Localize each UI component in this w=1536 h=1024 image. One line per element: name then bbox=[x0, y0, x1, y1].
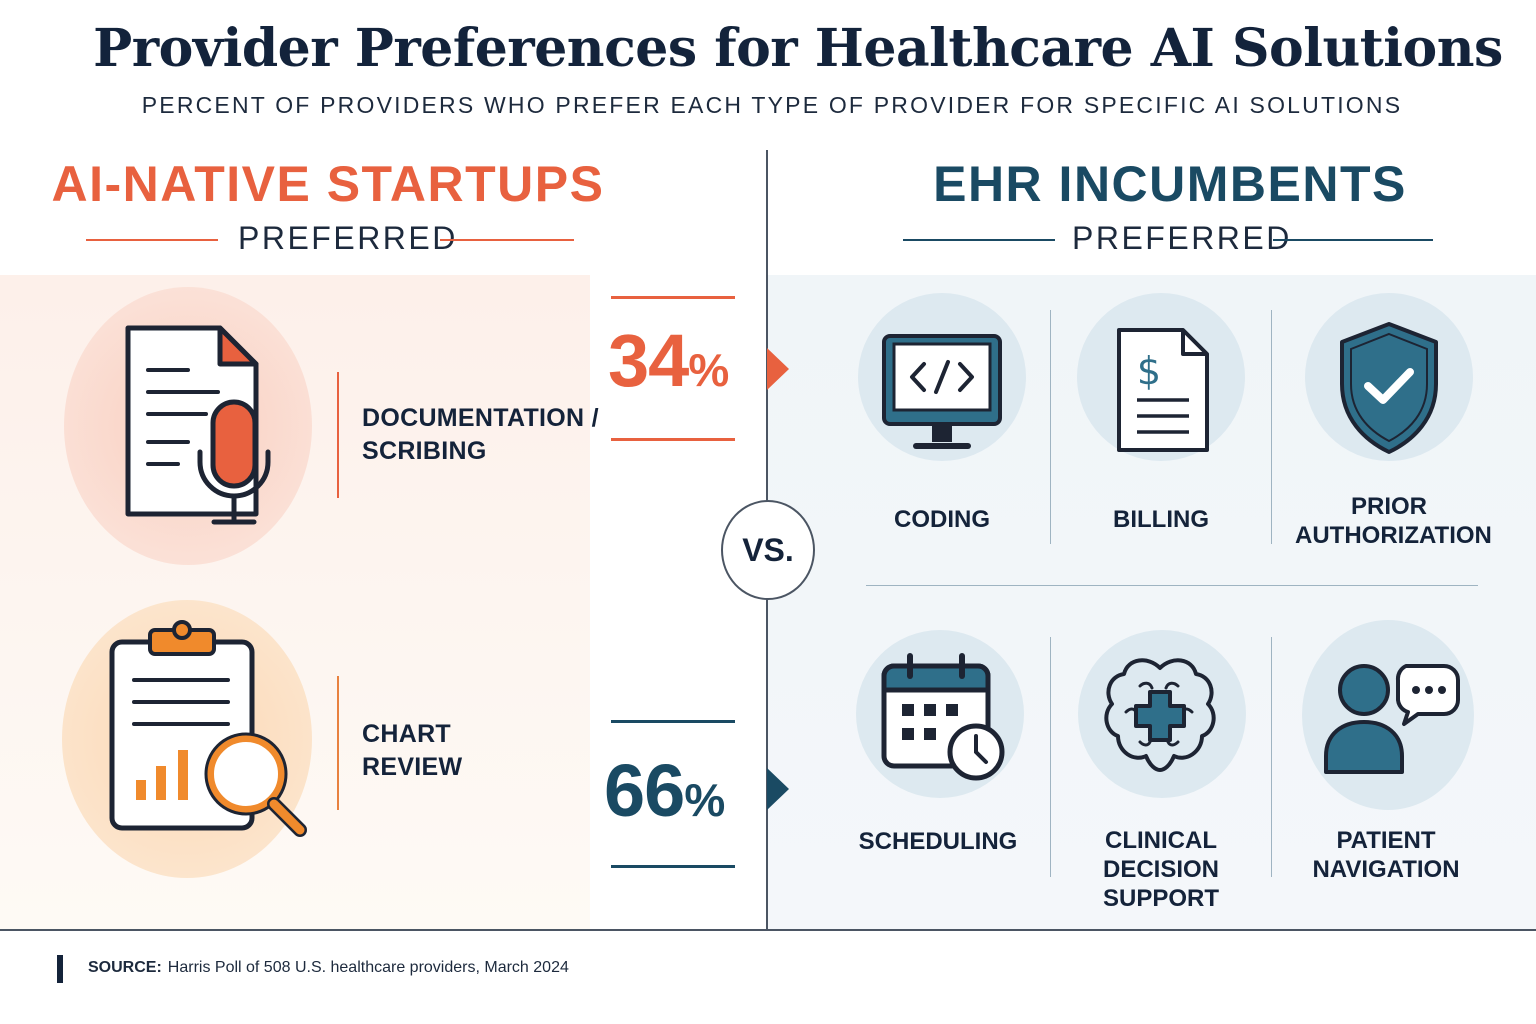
documentation-label-line2: SCRIBING bbox=[362, 437, 487, 465]
prior-authorization-label-line1: PRIOR bbox=[1350, 493, 1427, 520]
incumbents-rule-right bbox=[1273, 239, 1433, 241]
clinical-decision-support-label-line2: DECISION SUPPORT bbox=[1102, 856, 1219, 912]
startups-stat-rule-bottom bbox=[611, 438, 735, 441]
invoice-dollar-icon: $ bbox=[1117, 328, 1209, 452]
footer-divider bbox=[0, 929, 1536, 931]
incumbents-heading: EHR INCUMBENTS bbox=[933, 156, 1407, 212]
coding-label-line1: CODING bbox=[894, 506, 990, 533]
calendar-clock-icon bbox=[881, 653, 1005, 781]
chart-review-accent-bar bbox=[337, 676, 339, 810]
document-microphone-icon bbox=[125, 325, 271, 525]
startups-preferred-label: PREFERRED bbox=[238, 220, 458, 256]
startups-rule-right bbox=[440, 239, 574, 241]
clipboard-magnifier-icon bbox=[109, 620, 307, 837]
incumbents-pointer-arrow-icon bbox=[767, 768, 789, 810]
chart-review-label: CHART REVIEW bbox=[362, 718, 462, 784]
grid-divider-horizontal bbox=[866, 585, 1478, 586]
startups-heading: AI-NATIVE STARTUPS bbox=[51, 156, 605, 212]
billing-label: BILLING bbox=[1077, 505, 1245, 534]
startups-percentage-unit: % bbox=[688, 344, 729, 396]
chart-review-label-line1: CHART bbox=[362, 720, 451, 748]
clinical-decision-support-label-line1: CLINICAL bbox=[1105, 827, 1217, 854]
incumbents-percentage-unit: % bbox=[684, 774, 725, 826]
startups-pointer-arrow-icon bbox=[767, 348, 789, 390]
coding-label: CODING bbox=[858, 505, 1026, 534]
startups-percentage: 34% bbox=[608, 318, 729, 403]
patient-navigation-label-line1: PATIENT bbox=[1336, 827, 1436, 854]
chart-review-label-line2: REVIEW bbox=[362, 753, 463, 781]
incumbents-stat-rule-bottom bbox=[611, 865, 735, 868]
brain-cross-icon bbox=[1104, 658, 1216, 772]
grid-divider-4 bbox=[1271, 637, 1272, 877]
startups-stat-rule-top bbox=[611, 296, 735, 299]
vs-badge: VS. bbox=[721, 500, 815, 600]
startups-rule-left bbox=[86, 239, 218, 241]
startups-percentage-value: 34 bbox=[608, 319, 689, 402]
documentation-label-line1: DOCUMENTATION / bbox=[362, 404, 599, 432]
incumbents-stat-rule-top bbox=[611, 720, 735, 723]
source-text: Harris Poll of 508 U.S. healthcare provi… bbox=[167, 959, 569, 976]
page-title: Provider Preferences for Healthcare AI S… bbox=[93, 18, 1503, 79]
incumbents-percentage: 66% bbox=[604, 748, 725, 833]
source-note: SOURCE: Harris Poll of 508 U.S. healthcar… bbox=[88, 959, 569, 977]
svg-text:$: $ bbox=[1137, 349, 1161, 393]
scheduling-label-line1: SCHEDULING bbox=[858, 828, 1018, 855]
grid-divider-2 bbox=[1271, 310, 1272, 544]
prior-authorization-label: PRIOR AUTHORIZATION bbox=[1295, 492, 1492, 550]
page-subtitle: PERCENT OF PROVIDERS WHO PREFER EACH TYP… bbox=[141, 92, 1403, 118]
incumbents-preferred-label: PREFERRED bbox=[1072, 220, 1292, 256]
incumbents-rule-left bbox=[903, 239, 1055, 241]
documentation-accent-bar bbox=[337, 372, 339, 498]
source-accent-bar bbox=[57, 955, 63, 983]
grid-divider-3 bbox=[1050, 637, 1051, 877]
grid-divider-1 bbox=[1050, 310, 1051, 544]
documentation-label: DOCUMENTATION / SCRIBING bbox=[362, 402, 599, 468]
monitor-code-icon bbox=[882, 334, 1002, 449]
incumbents-percentage-value: 66 bbox=[604, 749, 685, 832]
billing-label-line1: BILLING bbox=[1113, 506, 1209, 533]
source-label: SOURCE: bbox=[88, 959, 162, 976]
patient-navigation-label-line2: NAVIGATION bbox=[1312, 856, 1460, 883]
shield-check-icon bbox=[1340, 322, 1438, 454]
prior-authorization-label-line2: AUTHORIZATION bbox=[1295, 522, 1492, 549]
clinical-decision-support-label: CLINICAL DECISION SUPPORT bbox=[1058, 826, 1264, 913]
scheduling-label: SCHEDULING bbox=[848, 827, 1028, 856]
person-chat-icon bbox=[1324, 664, 1460, 774]
patient-navigation-label: PATIENT NAVIGATION bbox=[1292, 826, 1480, 884]
